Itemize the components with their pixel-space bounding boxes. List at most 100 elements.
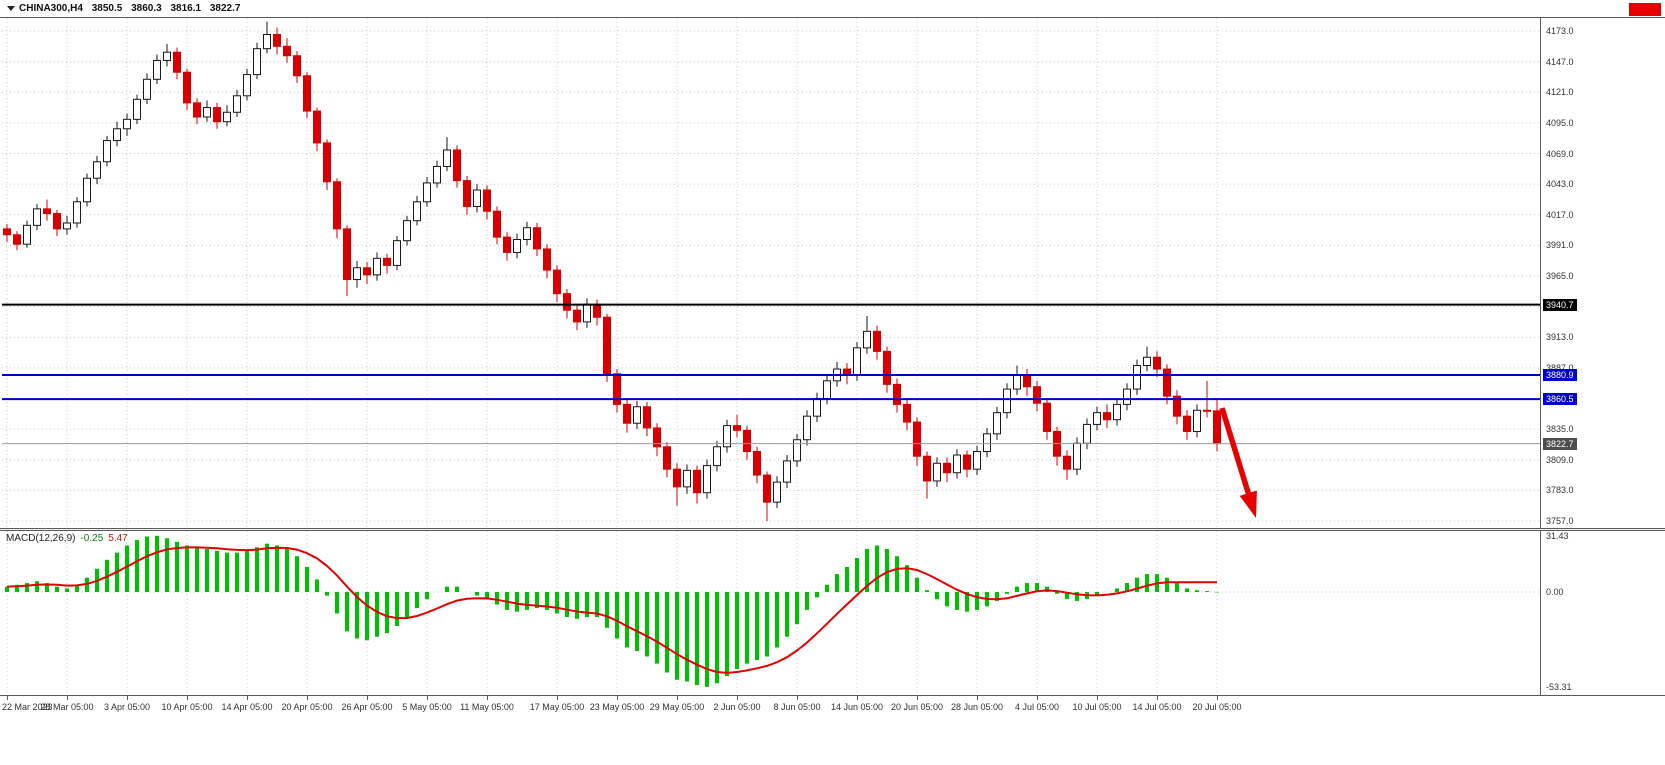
candle-bear <box>623 403 631 424</box>
candle-bear <box>533 227 541 250</box>
candle-bull <box>63 222 71 230</box>
price-tick-label: 3757.0 <box>1546 516 1574 526</box>
time-axis-label: 3 Apr 05:00 <box>103 702 151 712</box>
candle-bull <box>1013 374 1021 390</box>
time-axis-label: 14 Jun 05:00 <box>830 702 884 712</box>
candle-bull <box>1083 423 1091 444</box>
symbol-ohlc-line: CHINA300,H4 3850.5 3860.3 3816.1 3822.7 <box>19 3 246 14</box>
price-scale[interactable]: 4173.0 4147.0 4121.0 4095.0 4069.0 4043.0 4017… <box>1542 18 1664 528</box>
candle-bear <box>1203 409 1211 412</box>
candle-bull <box>703 465 711 494</box>
time-tick <box>367 696 368 700</box>
candle-bull <box>1123 388 1131 405</box>
candle-bull <box>93 161 101 179</box>
time-tick <box>557 696 558 700</box>
candle-bear <box>303 75 311 112</box>
symbol-dropdown-arrow[interactable] <box>7 6 15 11</box>
price-level-tag: 3822.7 <box>1543 437 1577 450</box>
candle-bear <box>943 462 951 474</box>
candle-bull <box>1073 442 1081 470</box>
candle-bear <box>13 234 21 245</box>
panel-splitter[interactable] <box>0 528 1665 531</box>
candle-bull <box>723 425 731 448</box>
candle-bear <box>383 257 391 266</box>
time-axis-label: 26 Apr 05:00 <box>341 702 393 712</box>
time-tick <box>857 696 858 700</box>
time-tick <box>1217 696 1218 700</box>
candle-bull <box>783 460 791 483</box>
trend-arrow-head[interactable] <box>1239 490 1257 518</box>
macd-canvas[interactable] <box>2 531 1540 695</box>
top-right-red-box <box>1629 3 1661 16</box>
candle-bear <box>1103 412 1111 421</box>
ohlc-open-value: 3850.5 <box>91 3 123 14</box>
candle-bear <box>3 228 11 236</box>
time-axis-label: 5 May 05:00 <box>402 702 452 712</box>
time-tick <box>67 696 68 700</box>
time-axis-label: 4 Jul 05:00 <box>1014 702 1060 712</box>
time-tick <box>737 696 738 700</box>
time-tick <box>307 696 308 700</box>
candle-bear <box>1153 356 1161 370</box>
candle-bull <box>803 415 811 441</box>
candle-bull <box>773 481 781 503</box>
candle-bear <box>293 55 301 77</box>
time-axis-label: 14 Apr 05:00 <box>221 702 273 712</box>
time-axis-label: 10 Jul 05:00 <box>1072 702 1122 712</box>
candle-bull <box>73 201 81 224</box>
candle-bear <box>1173 395 1181 417</box>
candle-bull <box>1003 388 1011 414</box>
time-axis[interactable]: 22 Mar 2023 28 Mar 05:00 3 Apr 05:00 10 Apr… <box>0 700 1665 716</box>
candle-bear <box>753 451 761 476</box>
time-tick <box>917 696 918 700</box>
macd-scale-label: -53.31 <box>1546 682 1572 693</box>
candle-bear <box>183 71 191 104</box>
macd-panel[interactable]: MACD(12,26,9) -0.25 5.47 <box>2 531 1540 695</box>
candle-bear <box>483 189 491 212</box>
candle-bear <box>343 228 351 281</box>
candle-bear <box>53 213 61 230</box>
candle-bear <box>213 107 221 123</box>
candle-bull <box>633 406 641 424</box>
time-tick <box>1037 696 1038 700</box>
candle-bull <box>443 149 451 167</box>
candle-bear <box>643 406 651 429</box>
candle-bear <box>283 45 291 57</box>
price-tick-label: 4017.0 <box>1546 209 1574 220</box>
candle-bull <box>373 257 381 276</box>
time-tick <box>127 696 128 700</box>
price-level-tag: 3940.7 <box>1543 298 1577 311</box>
chart-bottom-border <box>0 695 1665 696</box>
candle-bull <box>143 78 151 100</box>
candle-bull <box>933 462 941 482</box>
price-chart-area[interactable] <box>2 18 1540 528</box>
time-axis-label: 22 Mar 2023 <box>2 702 53 712</box>
macd-indicator-label: MACD(12,26,9) -0.25 5.47 <box>6 533 128 544</box>
candle-bull <box>433 165 441 184</box>
candle-bear <box>1023 374 1031 388</box>
price-tick-label: 4095.0 <box>1546 117 1574 128</box>
candle-bull <box>973 451 981 470</box>
candle-bull <box>253 48 261 76</box>
candle-bear <box>463 180 471 208</box>
candle-bear <box>1063 455 1071 470</box>
candle-bear <box>733 425 741 431</box>
candle-bull <box>513 238 521 253</box>
price-tick-label: 4147.0 <box>1546 56 1574 67</box>
price-chart-canvas[interactable] <box>2 18 1540 528</box>
candle-bull <box>413 201 421 222</box>
candle-bull <box>473 189 481 208</box>
candle-bear <box>193 102 201 118</box>
macd-scale: 31.43 0.00 -53.31 <box>1542 531 1664 695</box>
candle-bull <box>713 446 721 467</box>
time-tick-marks <box>0 695 1665 701</box>
candle-bear <box>963 454 971 470</box>
trend-arrow-shaft[interactable] <box>1219 407 1251 494</box>
price-tick-label: 3991.0 <box>1546 240 1574 251</box>
candle-bear <box>1213 410 1221 445</box>
macd-scale-label: 31.43 <box>1546 531 1569 541</box>
time-axis-label: 20 Apr 05:00 <box>281 702 333 712</box>
price-tick-label: 4173.0 <box>1546 26 1574 36</box>
symbol-timeframe-label: CHINA300,H4 <box>19 3 83 14</box>
candle-bear <box>43 208 51 215</box>
